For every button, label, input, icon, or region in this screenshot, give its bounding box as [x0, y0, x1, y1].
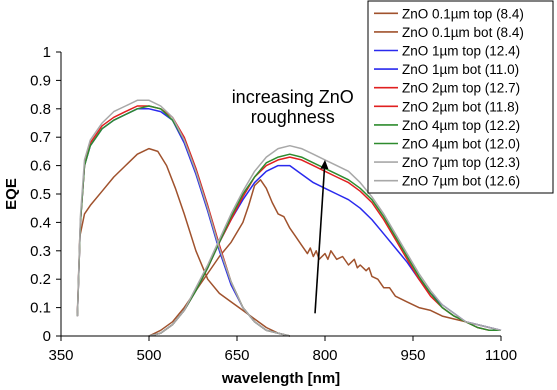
annotation-arrowhead — [320, 159, 329, 170]
x-tick-label: 950 — [400, 347, 425, 364]
annotation: increasing ZnO roughness — [232, 87, 354, 314]
series-line-9 — [148, 144, 502, 337]
y-tick-label: 0.3 — [30, 243, 51, 260]
legend-label-7: ZnO 4µm bot (12.0) — [402, 137, 520, 152]
legend-label-9: ZnO 7µm bot (12.6) — [402, 174, 520, 189]
legend-label-0: ZnO 0.1µm top (8.4) — [402, 6, 524, 21]
legend-label-1: ZnO 0.1µm bot (8.4) — [402, 25, 524, 40]
y-tick-label: 0.9 — [30, 72, 51, 89]
x-tick-label: 500 — [136, 347, 161, 364]
legend-label-3: ZnO 1µm bot (11.0) — [402, 62, 519, 77]
legend-label-5: ZnO 2µm bot (11.8) — [402, 99, 519, 114]
y-tick-label: 0.4 — [30, 214, 51, 231]
y-tick-label: 0.7 — [30, 129, 51, 146]
y-tick-label: 0.2 — [30, 271, 51, 288]
series-line-2 — [76, 108, 290, 337]
annotation-line-1: increasing ZnO — [232, 87, 354, 107]
x-tick-label: 350 — [48, 347, 73, 364]
y-tick-label: 1 — [43, 44, 51, 61]
annotation-arrow — [314, 168, 326, 314]
legend-box — [367, 0, 554, 194]
y-tick-label: 0 — [43, 328, 51, 345]
annotation-line-2: roughness — [251, 107, 335, 127]
legend-label-6: ZnO 4µm top (12.2) — [402, 118, 520, 133]
y-tick-label: 0.5 — [30, 186, 51, 203]
x-tick-label: 800 — [312, 347, 337, 364]
legend: ZnO 0.1µm top (8.4) ZnO 0.1µm bot (8.4) Zn… — [367, 0, 554, 194]
series-line-1 — [148, 179, 502, 337]
legend-label-8: ZnO 7µm top (12.3) — [402, 155, 520, 170]
x-tick-label: 1100 — [485, 347, 517, 364]
x-tick-labels: 350 500 650 800 950 1100 — [48, 336, 517, 364]
y-tick-labels: 0 0.1 0.2 0.3 0.4 0.5 0.6 0.7 0.8 0.9 1 — [30, 44, 61, 345]
x-tick-label: 650 — [224, 347, 249, 364]
x-axis-title: wavelength [nm] — [221, 370, 340, 387]
y-tick-label: 0.8 — [30, 101, 51, 118]
y-tick-label: 0.6 — [30, 158, 51, 175]
y-axis-title: EQE — [3, 178, 20, 210]
legend-label-4: ZnO 2µm top (12.7) — [402, 81, 520, 96]
y-tick-label: 0.1 — [30, 300, 51, 317]
series-line-8 — [76, 99, 290, 337]
legend-label-2: ZnO 1µm top (12.4) — [402, 44, 520, 59]
